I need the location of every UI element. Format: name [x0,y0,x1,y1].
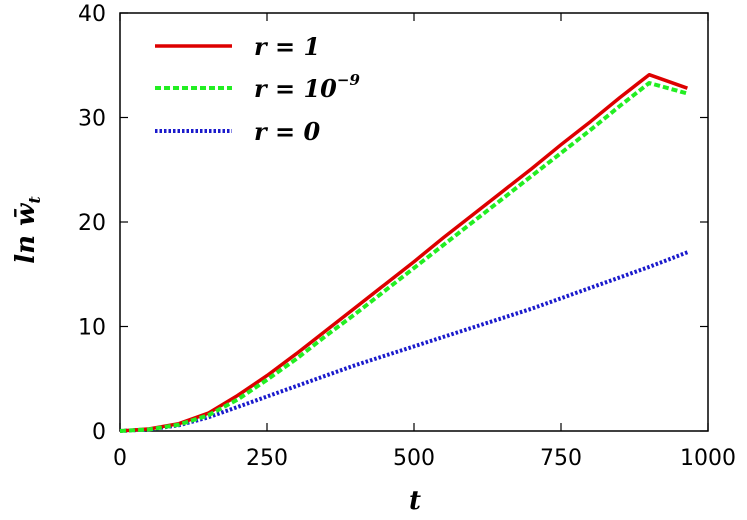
y-axis-label-sub: t [25,196,44,204]
plot-frame [119,12,709,432]
legend-label-main: r = 10 [254,74,337,103]
legend-label: r = 10−9 [254,71,360,103]
y-axis-label: ln w̄t [11,196,44,264]
x-tick-label: 0 [113,446,127,471]
y-tick-label: 10 [78,316,106,341]
x-tick-label: 500 [393,446,435,471]
y-axis-label-main: ln w̄ [11,202,41,264]
y-tick-label: 20 [78,211,106,236]
legend-label-main: r = 1 [254,32,320,61]
y-tick-label: 40 [78,2,106,27]
x-axis-label: t [409,486,421,516]
x-tick-label: 250 [246,446,288,471]
series-line [119,81,688,433]
svg-text:ln w̄t: ln w̄t [11,196,44,264]
legend-label: r = 1 [254,32,320,61]
legend-label-superscript: −9 [337,71,361,89]
series-line [119,72,688,433]
legend-label-main: r = 0 [254,117,320,146]
y-tick-label: 0 [92,420,106,445]
series-line [119,250,689,433]
x-tick-label: 1000 [680,446,736,471]
x-tick-label: 750 [540,446,582,471]
y-tick-label: 30 [78,107,106,132]
legend-label: r = 0 [254,117,320,146]
